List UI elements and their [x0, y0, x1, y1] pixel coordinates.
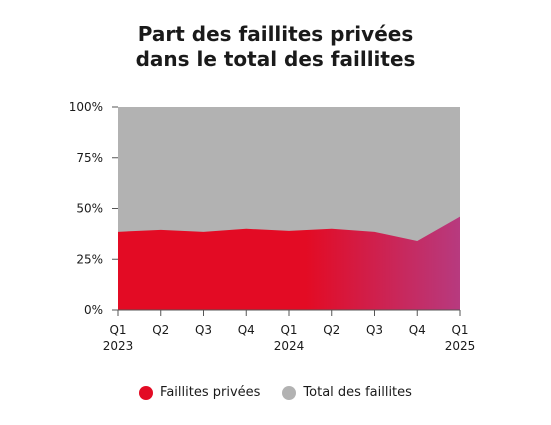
x-tick-year-label: 2023	[103, 339, 134, 353]
legend-swatch-total-des-faillites	[282, 385, 297, 400]
legend-item-faillites-privees: Faillites privées	[139, 385, 260, 400]
x-tick-year-label: 2025	[445, 339, 476, 353]
y-tick-label: 50%	[76, 202, 103, 216]
y-tick-label: 100%	[69, 100, 103, 114]
chart-title-line-1: Part des faillites privées	[137, 22, 414, 46]
chart-legend: Faillites privées Total des faillites	[0, 385, 551, 400]
legend-label-total-des-faillites: Total des faillites	[303, 385, 412, 400]
legend-label-faillites-privees: Faillites privées	[160, 385, 261, 400]
series-area-faillites-privees	[118, 216, 460, 310]
legend-swatch-faillites-privees	[139, 385, 154, 400]
x-tick-label: Q1	[109, 323, 126, 337]
legend-item-total-des-faillites: Total des faillites	[282, 385, 412, 400]
x-tick-label: Q2	[152, 323, 169, 337]
x-tick-label: Q3	[366, 323, 383, 337]
y-tick-label: 0%	[84, 303, 103, 317]
y-tick-label: 25%	[76, 252, 103, 266]
x-tick-label: Q1	[280, 323, 297, 337]
x-tick-year-label: 2024	[274, 339, 305, 353]
x-tick-label: Q3	[195, 323, 212, 337]
chart-title-line-2: dans le total des faillites	[135, 47, 416, 71]
x-tick-label: Q1	[451, 323, 468, 337]
x-tick-label: Q2	[323, 323, 340, 337]
x-tick-label: Q4	[238, 323, 255, 337]
chart-title: Part des faillites privées dans le total…	[0, 22, 551, 72]
x-tick-label: Q4	[409, 323, 426, 337]
y-tick-label: 75%	[76, 151, 103, 165]
